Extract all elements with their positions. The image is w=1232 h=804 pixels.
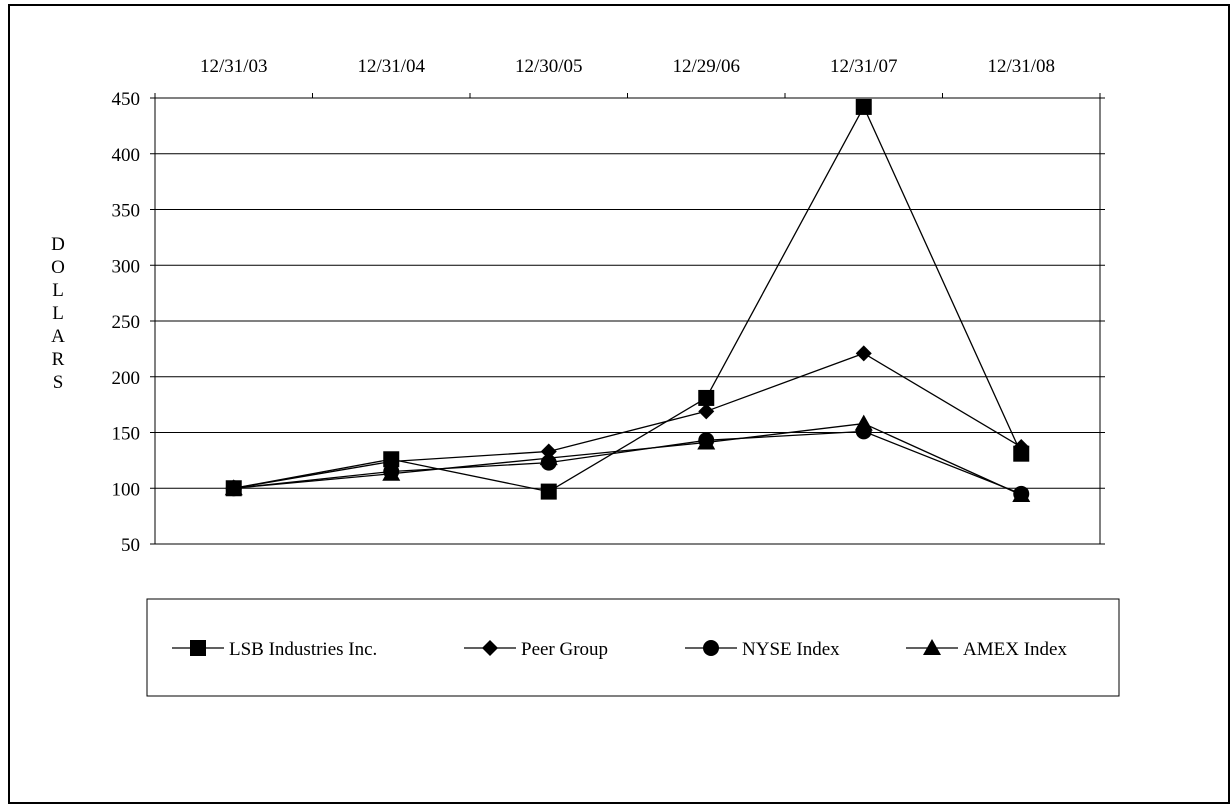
series-line bbox=[233, 430, 1022, 495]
y-tick-labels: 50 100 150 200 250 300 350 400 450 bbox=[112, 89, 141, 556]
series-line bbox=[233, 105, 1022, 493]
y-axis-label-letter: L bbox=[52, 303, 64, 324]
x-tick-label: 12/31/04 bbox=[357, 56, 425, 77]
data-point bbox=[855, 345, 872, 362]
x-tick-label: 12/29/06 bbox=[672, 56, 740, 77]
x-tick-label: 12/30/05 bbox=[515, 56, 583, 77]
series-circle bbox=[225, 423, 1030, 502]
data-point bbox=[1012, 485, 1031, 502]
series-line bbox=[233, 422, 1022, 496]
legend-marker bbox=[703, 640, 719, 656]
y-tick-label: 150 bbox=[112, 424, 141, 445]
legend-item: NYSE Index bbox=[685, 639, 840, 660]
series-square bbox=[225, 98, 1030, 500]
gridlines bbox=[155, 97, 1100, 489]
legend-marker bbox=[190, 640, 206, 656]
data-point bbox=[698, 403, 715, 420]
x-tick-label: 12/31/07 bbox=[830, 56, 898, 77]
axes bbox=[150, 93, 1105, 545]
y-tick-label: 250 bbox=[112, 312, 141, 333]
data-point bbox=[854, 414, 873, 431]
y-axis-label-letter: L bbox=[52, 280, 64, 301]
legend: LSB Industries Inc. Peer Group NYSE Index A… bbox=[146, 598, 1120, 697]
x-tick-label: 12/31/03 bbox=[200, 56, 268, 77]
legend-label: NYSE Index bbox=[742, 639, 840, 660]
y-axis-label-letter: O bbox=[51, 257, 65, 278]
data-point bbox=[697, 433, 716, 450]
legend-marker bbox=[482, 640, 498, 656]
y-tick-label: 350 bbox=[112, 201, 141, 222]
series-triangle bbox=[224, 414, 1031, 502]
y-axis-label-letter: S bbox=[53, 372, 64, 393]
data-point bbox=[1013, 438, 1030, 455]
y-tick-label: 200 bbox=[112, 368, 141, 389]
legend-item: LSB Industries Inc. bbox=[172, 639, 377, 660]
data-point bbox=[224, 479, 243, 496]
y-tick-label: 300 bbox=[112, 256, 141, 277]
data-point bbox=[540, 483, 557, 500]
data-point bbox=[698, 389, 715, 406]
legend-label: Peer Group bbox=[521, 639, 608, 660]
y-tick-label: 450 bbox=[112, 89, 141, 110]
y-tick-label: 400 bbox=[112, 145, 141, 166]
legend-marker bbox=[923, 639, 941, 655]
x-tick-label: 12/31/08 bbox=[987, 56, 1055, 77]
data-point bbox=[382, 464, 401, 481]
series-line bbox=[233, 352, 1022, 489]
y-tick-label: 100 bbox=[112, 479, 141, 500]
series-diamond bbox=[225, 345, 1030, 497]
legend-label: AMEX Index bbox=[963, 639, 1067, 660]
data-point bbox=[855, 98, 872, 115]
y-tick-label: 50 bbox=[121, 535, 140, 556]
legend-item: Peer Group bbox=[464, 639, 608, 660]
y-axis-label-letter: A bbox=[51, 326, 65, 347]
x-tick-labels: 12/31/03 12/31/04 12/30/05 12/29/06 12/31/07… bbox=[200, 56, 1055, 77]
legend-label: LSB Industries Inc. bbox=[229, 639, 377, 660]
series-lines bbox=[224, 98, 1031, 502]
y-axis-label-letter: R bbox=[52, 349, 65, 370]
data-point bbox=[539, 449, 558, 466]
legend-item: AMEX Index bbox=[906, 639, 1067, 660]
y-axis-label-letter: D bbox=[51, 234, 65, 255]
